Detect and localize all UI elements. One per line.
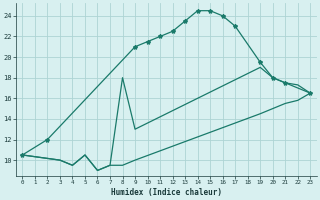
X-axis label: Humidex (Indice chaleur): Humidex (Indice chaleur) (111, 188, 222, 197)
